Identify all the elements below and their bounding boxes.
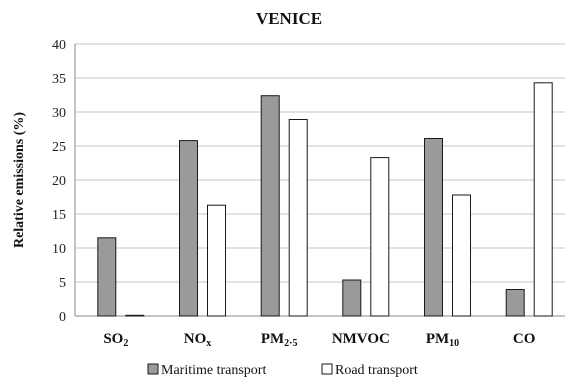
y-tick-label: 5 — [59, 276, 66, 291]
y-tick-label: 10 — [52, 242, 66, 257]
category-label: NMVOC — [332, 331, 390, 347]
bar-maritime-3 — [342, 279, 362, 317]
legend-entry-label: Road transport — [335, 363, 418, 378]
bar-road-3 — [370, 157, 390, 317]
category-label: NOx — [184, 331, 212, 349]
bar-maritime-5 — [505, 289, 525, 317]
category-label: PM2·5 — [261, 331, 298, 349]
category-label-main: NMVOC — [332, 331, 390, 347]
bar-maritime-1 — [179, 140, 198, 317]
category-label-main: SO — [103, 331, 123, 347]
bar-maritime-0 — [97, 237, 117, 317]
y-tick-label: 0 — [59, 310, 66, 325]
plot-area — [74, 44, 565, 317]
category-label-main: PM — [426, 331, 449, 347]
legend-entry-label: Maritime transport — [161, 363, 266, 378]
legend-swatch — [321, 363, 333, 375]
bar-road-2 — [288, 119, 308, 317]
y-tick-label: 40 — [52, 38, 66, 53]
bar-road-5 — [533, 82, 553, 317]
category-label-subscript: x — [206, 338, 211, 349]
y-tick-label: 35 — [52, 72, 66, 87]
category-label-subscript: 2·5 — [284, 338, 297, 349]
category-label: PM10 — [426, 331, 459, 349]
bars — [97, 82, 553, 317]
y-tick-label: 20 — [52, 174, 66, 189]
y-tick-labels: 0 5 10 15 20 25 30 35 40 — [52, 38, 66, 325]
chart-title: VENICE — [256, 9, 322, 28]
legend: Maritime transport Road transport — [147, 363, 418, 378]
bar-road-0 — [125, 314, 145, 317]
category-label: CO — [513, 331, 536, 347]
bar-road-1 — [207, 204, 226, 317]
y-tick-label: 25 — [52, 140, 66, 155]
bar-road-4 — [452, 194, 471, 317]
y-tick-label: 15 — [52, 208, 66, 223]
category-label-main: NO — [184, 331, 207, 347]
legend-swatch — [147, 363, 159, 375]
category-label-main: PM — [261, 331, 284, 347]
y-axis-label: Relative emissions (%) — [12, 112, 27, 248]
bar-maritime-4 — [424, 138, 443, 317]
category-label-subscript: 10 — [449, 338, 459, 349]
category-label: SO2 — [103, 331, 128, 349]
category-label-subscript: 2 — [123, 338, 128, 349]
bar-maritime-2 — [260, 95, 280, 317]
category-label-main: CO — [513, 331, 536, 347]
gridlines — [75, 43, 565, 317]
y-tick-label: 30 — [52, 106, 66, 121]
category-labels: SO2 NOx PM2·5 NMVOC PM10 CO — [103, 331, 535, 349]
